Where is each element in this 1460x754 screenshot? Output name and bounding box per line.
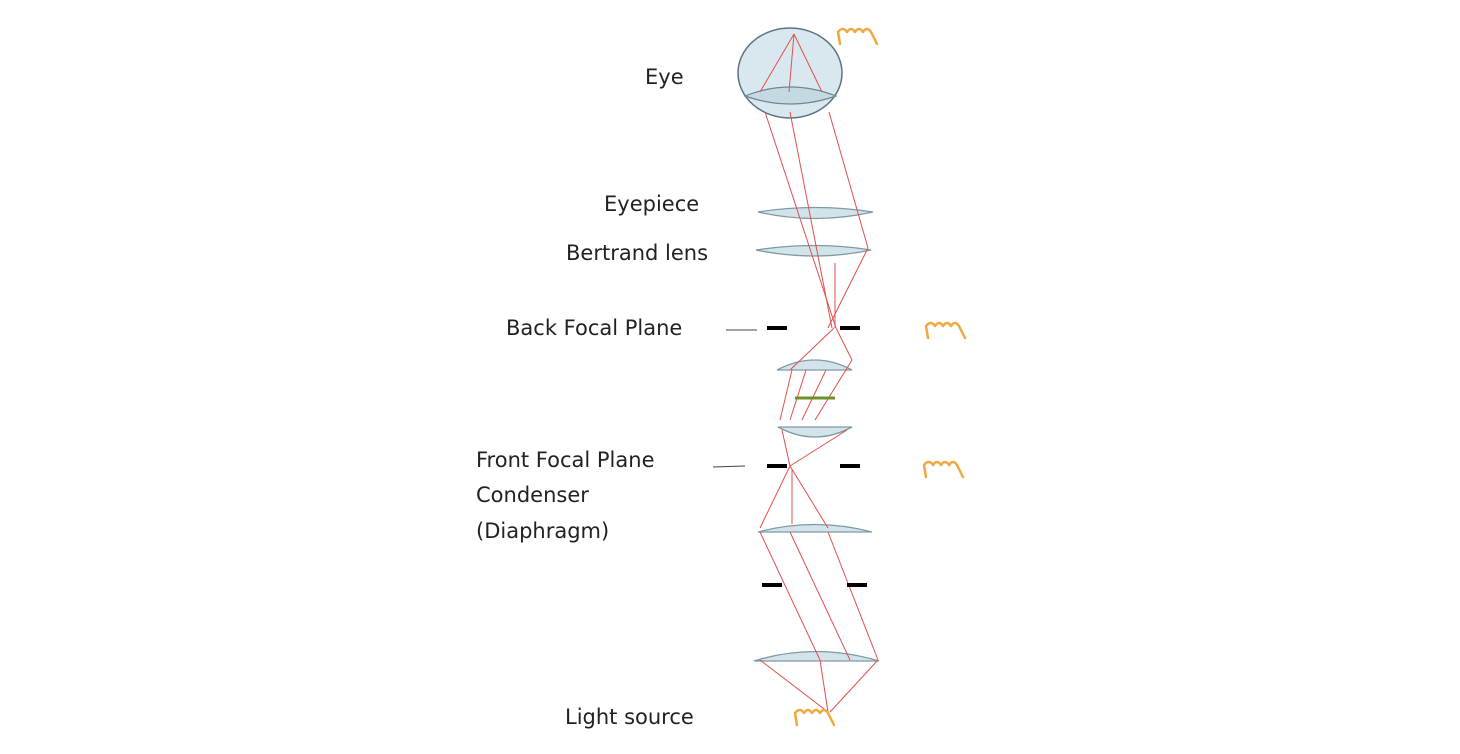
filament-icon bbox=[924, 321, 967, 340]
eye-icon bbox=[737, 27, 843, 119]
objective-lens-upper bbox=[776, 359, 853, 371]
condenser-label: Condenser bbox=[476, 483, 589, 507]
light-rays bbox=[759, 33, 879, 713]
collector-lens bbox=[753, 650, 880, 662]
light-source-label: Light source bbox=[565, 705, 694, 729]
condenser-lens bbox=[757, 523, 873, 533]
diaphragm-label: (Diaphragm) bbox=[476, 519, 610, 543]
eyepiece-lens bbox=[757, 206, 874, 220]
eyepiece-label: Eyepiece bbox=[604, 192, 700, 216]
front-focal-plane-label: Front Focal Plane bbox=[476, 448, 655, 472]
eye-label: Eye bbox=[645, 65, 684, 89]
filament-icon bbox=[922, 460, 965, 479]
filament-icon bbox=[793, 708, 836, 727]
bertrand-lens bbox=[755, 244, 872, 257]
filament-icon bbox=[836, 27, 879, 46]
front-focal-plane-leader bbox=[712, 465, 746, 468]
objective-lens-lower bbox=[777, 426, 853, 438]
bertrand-lens-label: Bertrand lens bbox=[566, 241, 709, 265]
back-focal-plane-label: Back Focal Plane bbox=[506, 316, 683, 340]
